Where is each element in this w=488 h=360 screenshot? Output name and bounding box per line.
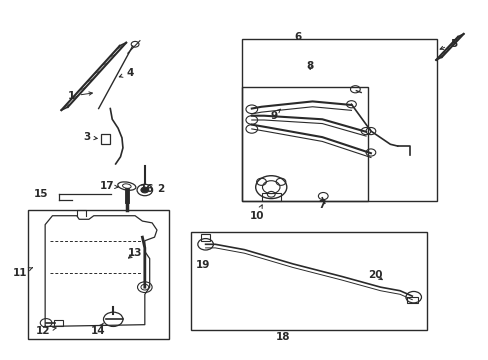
Text: 7: 7: [318, 200, 325, 210]
Text: 4: 4: [119, 68, 134, 78]
Bar: [242, 87, 368, 202]
Text: 11: 11: [13, 267, 33, 278]
Text: 19: 19: [196, 260, 210, 270]
Bar: [54, 320, 62, 326]
Bar: [191, 232, 426, 330]
Text: 5: 5: [439, 39, 456, 49]
Circle shape: [141, 187, 148, 193]
Text: 20: 20: [368, 270, 382, 280]
Bar: [407, 297, 417, 303]
Bar: [261, 193, 281, 202]
Text: 2: 2: [157, 184, 163, 194]
Text: 6: 6: [294, 32, 301, 42]
Text: 16: 16: [140, 184, 154, 194]
Text: 8: 8: [306, 61, 313, 71]
Text: 3: 3: [82, 132, 97, 142]
Bar: [242, 39, 436, 202]
Bar: [201, 234, 210, 241]
Bar: [101, 134, 110, 144]
Text: 10: 10: [249, 205, 264, 221]
Text: 17: 17: [100, 181, 118, 192]
Text: 9: 9: [269, 109, 280, 121]
Bar: [28, 210, 169, 339]
Text: 1: 1: [68, 91, 92, 101]
Text: 12: 12: [36, 326, 56, 336]
Text: 14: 14: [90, 323, 105, 336]
Text: 15: 15: [34, 189, 48, 199]
Text: 13: 13: [127, 248, 142, 258]
Text: 18: 18: [276, 332, 290, 342]
